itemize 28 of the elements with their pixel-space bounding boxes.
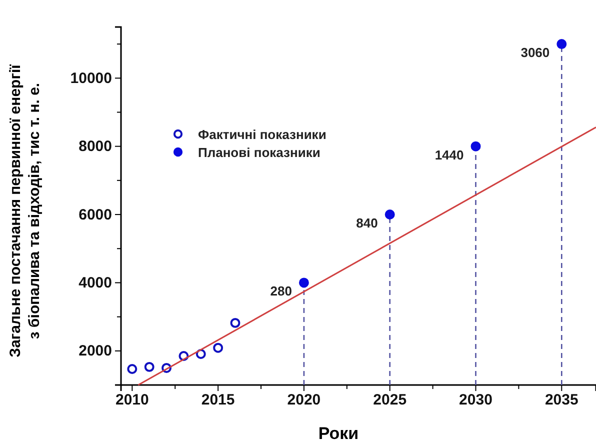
legend-label: Планові показники [198,145,320,160]
y-tick-label: 8000 [78,138,112,156]
point [213,342,224,353]
x-tick-label: 2010 [115,392,149,409]
point [470,141,481,152]
annotation: 280 [270,284,292,299]
point [384,210,395,220]
x-tick-label: 2025 [373,392,407,409]
x-tick-label: 2030 [459,392,492,409]
point [144,362,154,372]
y-tick-label: 6000 [78,206,112,224]
y-tick-label: 4000 [78,274,112,292]
point [196,348,206,359]
annotation: 840 [356,216,378,231]
x-tick-label: 2020 [287,392,321,409]
x-tick-label: 2035 [544,392,578,409]
y-tick-label: 10000 [70,70,112,87]
x-tick-label: 2015 [201,392,235,409]
point [556,39,567,50]
y-tick-label: 2000 [78,342,112,360]
legend-label: Фактичні показники [198,127,326,142]
x-axis-title: Роки [318,424,359,443]
point [298,278,309,288]
annotation: 1440 [434,147,464,162]
annotation: 3060 [520,45,550,60]
point [230,318,240,328]
y-axis-title: Загальне постачання первинної енергії з біопалива та відходів, тис т. н. е. [7,64,43,358]
point [127,364,138,374]
